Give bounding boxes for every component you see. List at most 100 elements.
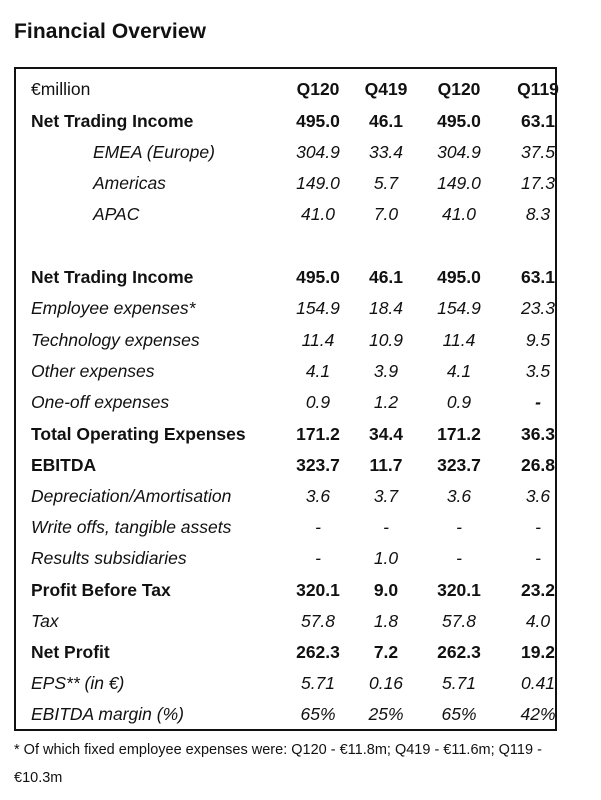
table-cell: 65% [441,704,477,724]
table-cell: 3.9 [373,361,399,381]
row-label: Americas [93,173,166,193]
table-cell: 10.9 [368,330,404,350]
table-header-row: €million Q120 Q419 Q120 Q119 [16,74,559,104]
table-cell: 5.7 [373,173,399,193]
table-cell: 262.3 [437,642,481,662]
table-cell: 3.6 [446,486,472,506]
table-cell: 320.1 [296,580,340,600]
table-row: EBITDA margin (%) 65% 25% 65% 42% [16,699,556,729]
table-cell: 25% [368,704,404,724]
table-cell: 46.1 [368,111,404,131]
table-row: Profit Before Tax 320.1 9.0 320.1 23.2 [16,575,555,605]
table-cell: 26.8 [520,455,556,475]
table-cell: 7.2 [373,642,399,662]
table-cell: 0.16 [368,673,404,693]
table-cell: 11.4 [442,330,476,350]
table-cell: 41.0 [441,204,477,224]
footnote: * Of which fixed employee expenses were:… [14,742,542,786]
table-row: Americas 149.0 5.7 149.0 17.3 [16,168,555,198]
table-row: EMEA (Europe) 304.9 33.4 304.9 37.5 [16,137,555,167]
table-cell: 34.4 [368,424,404,444]
table-cell: 63.1 [520,111,556,131]
table-cell: 36.3 [520,424,556,444]
table-cell: 3.7 [373,486,399,506]
row-label: One-off expenses [31,392,170,412]
table-row: Employee expenses* 154.9 18.4 154.9 23.3 [16,293,555,323]
table-cell: 0.9 [446,392,472,412]
table-row: Results subsidiaries - 1.0 - - [16,543,555,573]
table-cell: 1.0 [373,548,399,568]
table-cell: 18.4 [368,298,404,318]
table-cell: 19.2 [520,642,556,662]
row-label: Employee expenses* [31,298,196,318]
table-cell: - [535,392,541,412]
table-cell: - [315,517,321,537]
table-cell: 0.9 [305,392,331,412]
table-cell: 17.3 [520,173,556,193]
column-header: Q120 [296,79,340,99]
table-row: Other expenses 4.1 3.9 4.1 3.5 [16,356,555,386]
table-cell: 5.71 [441,673,477,693]
table-cell: 63.1 [520,267,556,287]
table-cell: 11.7 [369,455,403,475]
table-row: Net Profit 262.3 7.2 262.3 19.2 [16,637,555,667]
table-cell: 42% [520,704,556,724]
table-cell: 495.0 [437,111,481,131]
table-row: Technology expenses 11.4 10.9 11.4 9.5 [16,325,555,355]
table-cell: 0.41 [520,673,556,693]
table-cell: 4.1 [446,361,472,381]
table-cell: 3.6 [305,486,331,506]
column-header: Q419 [364,79,408,99]
table-row: APAC 41.0 7.0 41.0 8.3 [16,199,555,229]
table-cell: 33.4 [368,142,404,162]
table-cell: 495.0 [296,111,340,131]
table-row: Net Trading Income 495.0 46.1 495.0 63.1 [16,106,555,136]
table-cell: 1.2 [373,392,399,412]
row-label: EBITDA margin (%) [31,704,184,724]
row-label: Tax [31,611,59,631]
table-row: Total Operating Expenses 171.2 34.4 171.2 36… [16,419,555,449]
table-cell: 4.0 [525,611,551,631]
table-cell: 57.8 [441,611,477,631]
table-cell: 9.0 [373,580,399,600]
table-cell: 154.9 [296,298,340,318]
row-label: Write offs, tangible assets [31,517,232,537]
row-label: Net Trading Income [31,111,194,131]
table-cell: 171.2 [437,424,481,444]
table-cell: 304.9 [437,142,481,162]
row-label: EMEA (Europe) [93,142,215,162]
table-cell: 149.0 [296,173,340,193]
header-unit-label: €million [31,79,91,99]
row-label: Depreciation/Amortisation [31,486,232,506]
table-cell: 3.5 [525,361,551,381]
table-cell: 262.3 [296,642,340,662]
column-header: Q120 [437,79,481,99]
table-cell: - [535,548,541,568]
row-label: Net Trading Income [31,267,194,287]
row-label: Other expenses [31,361,155,381]
table-row: Depreciation/Amortisation 3.6 3.7 3.6 3.6 [16,481,555,511]
row-label: EPS** (in €) [31,673,125,693]
table-cell: 65% [300,704,336,724]
table-row: Tax 57.8 1.8 57.8 4.0 [16,606,555,636]
row-label: APAC [93,204,140,224]
table-cell: 323.7 [437,455,481,475]
table-cell: 46.1 [368,267,404,287]
financial-table: €million Q120 Q419 Q120 Q119 Net Trading… [14,67,559,731]
column-header: Q119 [517,79,559,99]
table-row: EBITDA 323.7 11.7 323.7 26.8 [16,450,555,480]
row-label: EBITDA [31,455,97,475]
table-cell: 495.0 [437,267,481,287]
table-cell: 3.6 [525,486,551,506]
table-cell: 9.5 [525,330,551,350]
row-label: Total Operating Expenses [31,424,246,444]
table-cell: 23.3 [520,298,556,318]
table-cell: 495.0 [296,267,340,287]
table-cell: 7.0 [373,204,399,224]
table-row: Net Trading Income 495.0 46.1 495.0 63.1 [16,262,555,292]
table-cell: 57.8 [300,611,336,631]
row-label: Net Profit [31,642,110,662]
table-cell: 149.0 [437,173,481,193]
table-cell: 11.4 [301,330,335,350]
table-cell: 320.1 [437,580,481,600]
